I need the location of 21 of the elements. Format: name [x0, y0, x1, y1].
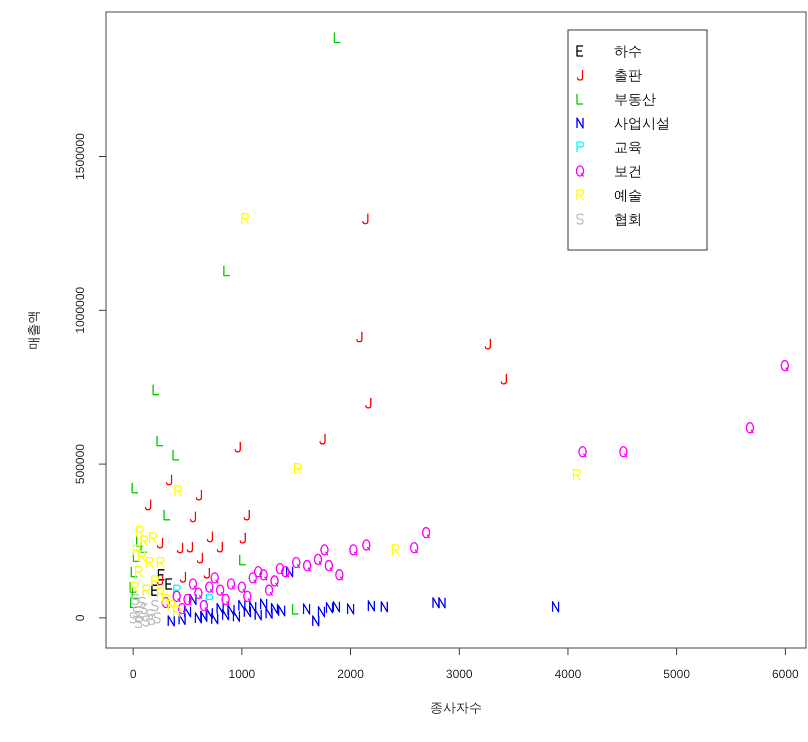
legend-label: 예술 [614, 187, 642, 203]
legend-label: 보건 [614, 163, 642, 179]
x-tick-label: 0 [130, 667, 137, 681]
x-tick-label: 5000 [663, 667, 690, 681]
y-tick-label: 1500000 [73, 132, 87, 180]
x-tick-label: 1000 [228, 667, 256, 681]
y-tick-label: 1000000 [73, 286, 87, 334]
legend-label: 출판 [614, 67, 642, 83]
legend-label: 교육 [614, 139, 642, 155]
x-tick-label: 3000 [446, 667, 473, 681]
x-axis-title: 종사자수 [430, 700, 482, 715]
y-axis-title: 매출액 [26, 310, 41, 350]
x-tick-label: 4000 [554, 667, 582, 681]
y-tick-label: 500000 [73, 444, 87, 484]
x-tick-label: 6000 [772, 667, 800, 681]
y-tick-label: 0 [73, 614, 87, 622]
legend-label: 사업시설 [614, 115, 670, 131]
legend-label: 하수 [614, 43, 642, 59]
legend-label: 협회 [614, 211, 642, 227]
x-tick-label: 2000 [337, 667, 364, 681]
legend-label: 부동산 [614, 91, 656, 107]
